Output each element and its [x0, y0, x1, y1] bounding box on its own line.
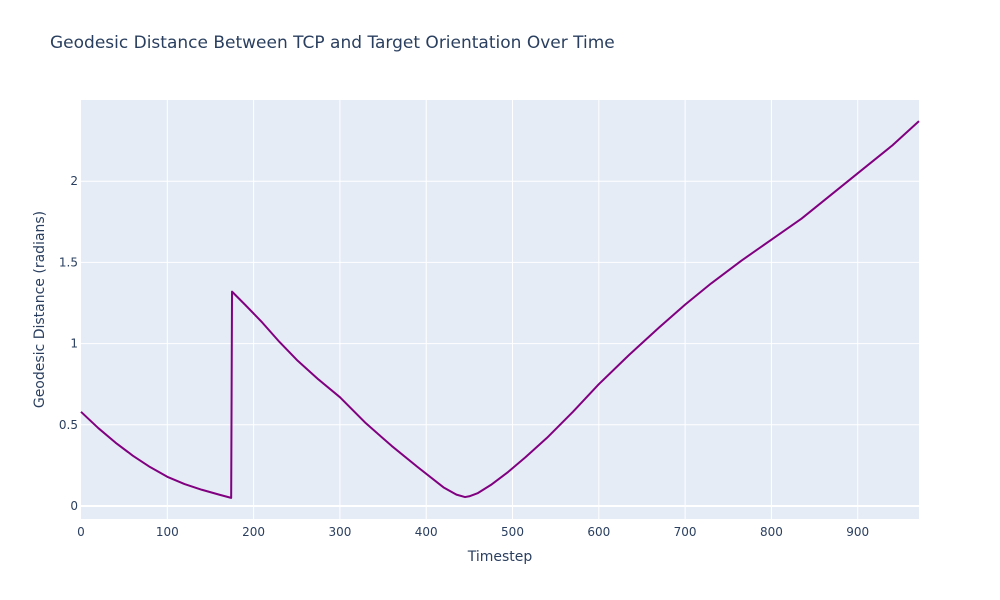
plot-background — [81, 100, 919, 519]
y-tick-labels: 0 0.5 1 1.5 2 — [59, 174, 78, 513]
x-tick-label: 900 — [846, 525, 869, 539]
x-gridlines — [166, 100, 859, 519]
x-tick-label: 500 — [501, 525, 524, 539]
y-axis-title: Geodesic Distance (radians) — [32, 211, 48, 408]
y-tick-label: 1.5 — [59, 255, 78, 269]
y-tick-label: 0 — [70, 499, 78, 513]
series-line — [80, 120, 920, 499]
y-tick-label: 2 — [70, 174, 78, 188]
x-tick-label: 600 — [587, 525, 610, 539]
x-tick-labels: 0 100 200 300 400 500 600 700 800 900 — [77, 525, 869, 539]
x-tick-label: 400 — [415, 525, 438, 539]
chart-title: Geodesic Distance Between TCP and Target… — [50, 33, 615, 53]
y-gridlines — [81, 180, 919, 508]
x-tick-label: 0 — [77, 525, 85, 539]
x-axis-title: Timestep — [467, 549, 533, 565]
x-tick-label: 100 — [156, 525, 179, 539]
y-tick-label: 0.5 — [59, 418, 78, 432]
x-tick-label: 700 — [674, 525, 697, 539]
x-tick-label: 200 — [242, 525, 265, 539]
x-tick-label: 800 — [760, 525, 783, 539]
x-tick-label: 300 — [328, 525, 351, 539]
y-tick-label: 1 — [70, 337, 78, 351]
